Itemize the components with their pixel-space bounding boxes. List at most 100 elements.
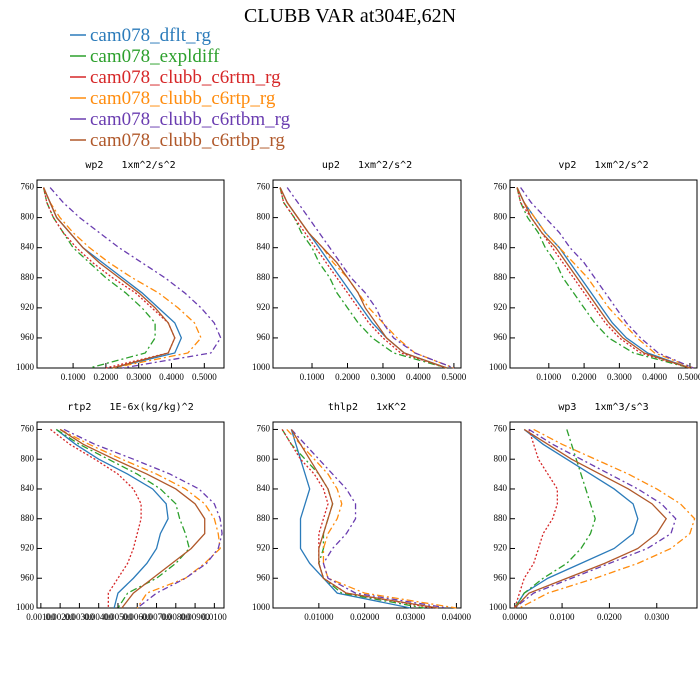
y-tick-label: 960 [21,332,35,342]
y-tick-label: 760 [257,424,271,434]
legend-label: cam078_expldiff [90,46,220,67]
y-tick-label: 920 [494,302,508,312]
x-tick-label: 0.2000 [335,372,360,382]
profile-line [520,187,694,369]
profile-line [514,429,558,609]
profile-line [42,187,156,369]
profile-line [514,429,596,609]
y-tick-label: 920 [257,543,271,553]
panel-title: wp3 1xm^3/s^3 [558,402,648,413]
plot-frame [272,179,462,369]
x-tick-label: 0.5000 [192,372,217,382]
profile-line [519,428,696,609]
x-tick-label: 0.5000 [442,372,467,382]
y-tick-label: 800 [494,453,508,463]
y-tick-label: 920 [21,302,35,312]
y-tick-label: 760 [21,182,35,192]
x-tick-label: 0.0200 [597,612,622,622]
y-tick-label: 840 [257,483,271,493]
profile-line [290,428,448,609]
x-tick-label: 0.03000 [396,612,426,622]
y-tick-label: 880 [257,272,271,282]
profile-line [514,428,677,609]
x-tick-label: 0.4000 [406,372,431,382]
y-tick-label: 880 [257,513,271,523]
x-tick-label: 0.3000 [607,372,632,382]
x-tick-label: 0.4000 [642,372,667,382]
profile-line [59,428,221,609]
profile-line [516,187,691,369]
y-tick-label: 1000 [489,362,508,372]
profile-line [286,428,457,609]
panel-title: wp2 1xm^2/s^2 [85,160,175,171]
x-tick-label: 0.00100 [26,612,56,622]
plot-frame [509,421,698,609]
legend-label: cam078_clubb_c6rtp_rg [90,88,276,109]
x-tick-label: 0.00500 [103,612,133,622]
panel-title: thlp2 1xK^2 [328,402,406,413]
x-tick-label: 0.2000 [94,372,119,382]
y-tick-label: 760 [494,182,508,192]
y-tick-label: 960 [494,572,508,582]
x-tick-label: 0.00200 [46,612,76,622]
x-tick-label: 0.1000 [300,372,325,382]
x-tick-label: 0.1000 [536,372,561,382]
y-tick-label: 840 [494,242,508,252]
profile-line [55,428,191,609]
x-tick-label: 0.00600 [123,612,153,622]
x-tick-label: 0.0100 [550,612,575,622]
y-tick-label: 800 [21,453,35,463]
y-tick-label: 840 [257,242,271,252]
y-tick-label: 1000 [252,602,271,612]
y-tick-label: 800 [257,453,271,463]
profile-line [63,428,223,609]
y-tick-label: 760 [257,182,271,192]
legend-label: cam078_clubb_c6rtbp_rg [90,130,285,151]
y-tick-label: 880 [494,513,508,523]
x-tick-label: 0.2000 [572,372,597,382]
legend-label: cam078_dflt_rg [90,25,212,46]
profile-line [514,428,668,609]
profile-line [279,187,448,369]
y-tick-label: 880 [494,272,508,282]
y-tick-label: 800 [257,212,271,222]
profile-line [290,429,439,609]
profile-line [59,428,206,609]
y-tick-label: 760 [21,424,35,434]
x-tick-label: 0.00800 [161,612,191,622]
x-tick-label: 0.00400 [84,612,114,622]
y-tick-label: 880 [21,513,35,523]
plot-frame [272,421,462,609]
y-tick-label: 840 [21,483,35,493]
profile-line [516,187,694,369]
x-tick-label: 0.02000 [350,612,380,622]
panel-title: vp2 1xm^2/s^2 [558,160,648,171]
x-tick-label: 0.00700 [142,612,172,622]
legend-label: cam078_clubb_c6rtm_rg [90,67,281,88]
y-tick-label: 960 [257,572,271,582]
y-tick-label: 920 [494,543,508,553]
x-tick-label: 0.4000 [159,372,184,382]
plot-frame [509,179,698,369]
y-tick-label: 960 [21,572,35,582]
y-tick-label: 960 [257,332,271,342]
profile-line [55,428,169,609]
y-tick-label: 960 [494,332,508,342]
y-tick-label: 840 [21,242,35,252]
profile-line [279,187,448,369]
profile-line [50,428,142,608]
x-tick-label: 0.5000 [678,372,700,382]
y-tick-label: 760 [494,424,508,434]
y-tick-label: 1000 [16,602,35,612]
figure-title: CLUBB VAR at304E,62N [244,5,456,27]
y-tick-label: 920 [257,302,271,312]
y-tick-label: 1000 [252,362,271,372]
x-tick-label: 0.3000 [126,372,151,382]
profile-line [42,187,176,369]
x-tick-label: 0.3000 [371,372,396,382]
profile-line [42,187,202,369]
y-tick-label: 1000 [16,362,35,372]
y-tick-label: 840 [494,483,508,493]
x-tick-label: 0.01000 [304,612,334,622]
